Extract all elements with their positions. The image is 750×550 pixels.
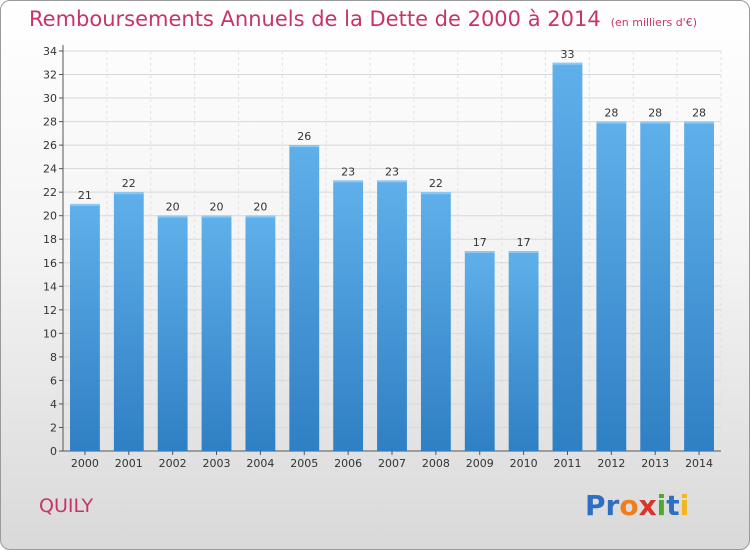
bar-top-highlight — [596, 121, 627, 124]
y-tick-label: 24 — [43, 163, 57, 176]
logo-letter: i — [679, 489, 690, 522]
data-label: 26 — [297, 130, 311, 143]
bar — [420, 192, 451, 452]
data-label: 20 — [253, 201, 267, 214]
bar-top-highlight — [113, 192, 144, 195]
y-tick-label: 30 — [43, 92, 57, 105]
bar-top-highlight — [289, 145, 320, 148]
logo-letter: x — [638, 489, 657, 522]
y-tick-label: 16 — [43, 257, 57, 270]
data-label: 23 — [385, 165, 399, 178]
bar — [552, 62, 583, 451]
bar — [245, 215, 276, 451]
data-label: 22 — [429, 177, 443, 190]
bar — [333, 180, 364, 452]
bar — [640, 121, 671, 452]
data-label: 23 — [341, 165, 355, 178]
y-tick-label: 4 — [50, 398, 57, 411]
bar — [596, 121, 627, 452]
logo-letter: o — [619, 489, 639, 522]
bar-top-highlight — [508, 251, 539, 253]
y-tick-label: 8 — [50, 351, 57, 364]
chart-title: Remboursements Annuels de la Dette de 20… — [29, 7, 697, 31]
y-tick-label: 18 — [43, 233, 57, 246]
bar-top-highlight — [333, 180, 364, 183]
x-tick-label: 2004 — [246, 457, 274, 470]
data-label: 28 — [604, 107, 618, 120]
x-tick-label: 2006 — [334, 457, 362, 470]
y-tick-label: 22 — [43, 186, 57, 199]
bar-top-highlight — [157, 215, 188, 218]
x-tick-label: 2005 — [290, 457, 318, 470]
data-label: 33 — [560, 48, 574, 61]
data-label: 20 — [210, 201, 224, 214]
logo-letter: P — [585, 489, 606, 522]
bar — [684, 121, 714, 452]
data-label: 21 — [78, 189, 92, 202]
bar — [377, 180, 407, 452]
x-tick-label: 2001 — [115, 457, 143, 470]
commune-name: QUILY — [39, 495, 94, 517]
labels: 0246810121416182022242628303234212000222… — [43, 45, 713, 470]
bar-top-highlight — [245, 215, 276, 218]
bar — [508, 251, 539, 451]
bar-top-highlight — [70, 203, 100, 206]
x-tick-label: 2000 — [71, 457, 99, 470]
bar-top-highlight — [640, 121, 671, 124]
x-tick-label: 2008 — [422, 457, 450, 470]
y-tick-label: 26 — [43, 139, 57, 152]
bar-top-highlight — [201, 215, 232, 218]
y-tick-label: 10 — [43, 327, 57, 340]
x-tick-label: 2014 — [685, 457, 713, 470]
chart-subtitle: (en milliers d'€) — [610, 16, 697, 29]
x-tick-label: 2003 — [203, 457, 231, 470]
y-tick-label: 20 — [43, 210, 57, 223]
data-label: 28 — [692, 107, 706, 120]
logo-letter: r — [605, 489, 620, 522]
data-label: 17 — [473, 236, 487, 249]
y-tick-label: 0 — [50, 445, 57, 458]
bar-top-highlight — [464, 251, 495, 253]
x-tick-label: 2009 — [466, 457, 494, 470]
x-tick-label: 2007 — [378, 457, 406, 470]
bar-top-highlight — [377, 180, 407, 183]
logo-letter: t — [666, 489, 680, 522]
proxiti-logo: Proxiti — [585, 489, 689, 522]
y-tick-label: 32 — [43, 69, 57, 82]
x-tick-label: 2002 — [159, 457, 187, 470]
data-label: 20 — [166, 201, 180, 214]
bar-top-highlight — [552, 62, 583, 65]
bars — [70, 62, 714, 452]
y-tick-label: 28 — [43, 116, 57, 129]
bar — [70, 203, 100, 451]
x-tick-label: 2011 — [553, 457, 581, 470]
bar — [289, 145, 320, 451]
data-label: 28 — [648, 107, 662, 120]
bar — [464, 251, 495, 451]
y-tick-label: 34 — [43, 45, 57, 58]
data-label: 17 — [517, 236, 531, 249]
title-text: Remboursements Annuels de la Dette de 20… — [29, 7, 601, 31]
y-tick-label: 6 — [50, 374, 57, 387]
y-tick-label: 2 — [50, 421, 57, 434]
x-tick-label: 2010 — [510, 457, 538, 470]
bar-top-highlight — [420, 192, 451, 195]
bar — [113, 192, 144, 452]
x-tick-label: 2012 — [597, 457, 625, 470]
x-tick-label: 2013 — [641, 457, 669, 470]
bar — [201, 215, 232, 451]
data-label: 22 — [122, 177, 136, 190]
y-tick-label: 12 — [43, 304, 57, 317]
bar — [157, 215, 188, 451]
logo-letter: i — [656, 489, 667, 522]
y-tick-label: 14 — [43, 280, 57, 293]
bar-top-highlight — [684, 121, 714, 124]
